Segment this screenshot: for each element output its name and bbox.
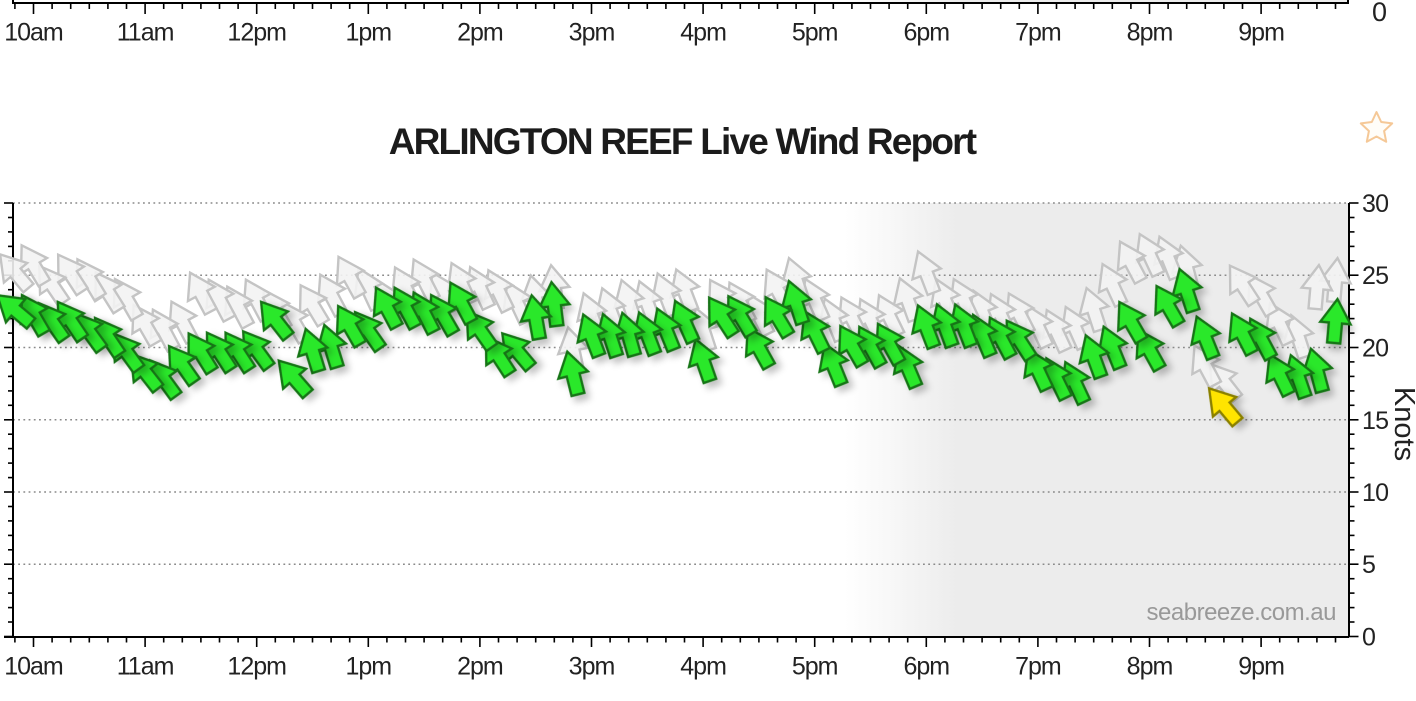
svg-text:1pm: 1pm (345, 19, 391, 47)
svg-text:7pm: 7pm (1015, 653, 1061, 681)
svg-text:2pm: 2pm (457, 653, 503, 681)
svg-text:5pm: 5pm (792, 653, 838, 681)
svg-text:6pm: 6pm (903, 653, 949, 681)
svg-text:5: 5 (1362, 551, 1375, 579)
svg-text:30: 30 (1362, 190, 1388, 218)
svg-text:0: 0 (1372, 0, 1387, 27)
svg-text:9pm: 9pm (1238, 19, 1284, 47)
svg-text:2pm: 2pm (457, 19, 503, 47)
svg-text:8pm: 8pm (1127, 19, 1173, 47)
svg-text:3pm: 3pm (569, 19, 615, 47)
svg-text:20: 20 (1362, 335, 1388, 363)
svg-text:0: 0 (1362, 624, 1375, 652)
svg-text:seabreeze.com.au: seabreeze.com.au (1147, 599, 1336, 626)
svg-text:3pm: 3pm (569, 653, 615, 681)
svg-text:25: 25 (1362, 262, 1388, 290)
svg-text:8pm: 8pm (1127, 653, 1173, 681)
svg-text:12pm: 12pm (227, 19, 286, 47)
svg-text:Knots: Knots (1388, 387, 1416, 461)
svg-text:4pm: 4pm (680, 653, 726, 681)
svg-text:4pm: 4pm (680, 19, 726, 47)
svg-text:6pm: 6pm (903, 19, 949, 47)
svg-text:1pm: 1pm (345, 653, 391, 681)
svg-text:9pm: 9pm (1238, 653, 1284, 681)
svg-text:11am: 11am (117, 653, 174, 681)
svg-text:10am: 10am (4, 653, 63, 681)
svg-text:5pm: 5pm (792, 19, 838, 47)
svg-text:11am: 11am (117, 19, 174, 47)
svg-text:10am: 10am (4, 19, 63, 47)
svg-text:15: 15 (1362, 407, 1388, 435)
svg-text:7pm: 7pm (1015, 19, 1061, 47)
svg-text:ARLINGTON REEF Live Wind Repor: ARLINGTON REEF Live Wind Report (389, 121, 977, 162)
svg-text:12pm: 12pm (227, 653, 286, 681)
svg-text:10: 10 (1362, 479, 1388, 507)
